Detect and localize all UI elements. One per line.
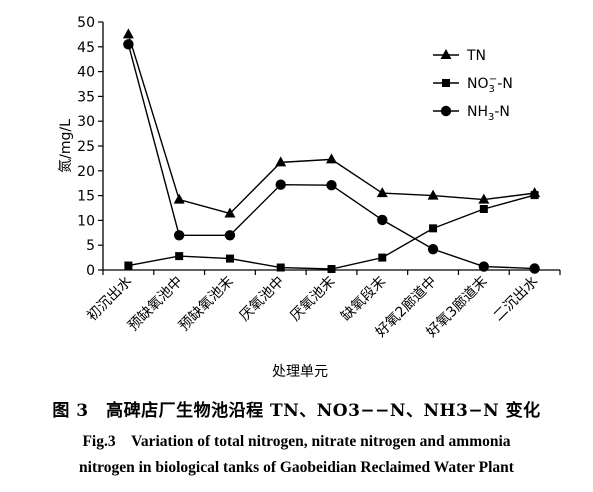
y-tick-label: 35: [77, 89, 95, 105]
y-tick-label: 40: [77, 65, 95, 81]
circle-marker: [326, 179, 337, 191]
y-tick-label: 10: [77, 213, 95, 229]
y-tick-label: 45: [77, 40, 95, 56]
triangle-marker: [440, 49, 452, 59]
y-tick-label: 50: [77, 15, 95, 31]
legend-label: NH3-N: [467, 104, 510, 123]
circle-marker: [427, 243, 439, 255]
square-marker: [429, 224, 438, 233]
chart-axes: [102, 22, 560, 271]
circle-marker: [377, 214, 388, 226]
circle-marker: [529, 263, 540, 274]
legend-label: TN: [466, 48, 486, 64]
y-tick-label: 0: [86, 263, 95, 279]
y-axis-ticks: 0 5 10 15 20 25 30 35 40 45 50: [77, 15, 103, 279]
triangle-marker: [224, 207, 236, 218]
square-marker: [442, 79, 450, 87]
square-marker: [378, 253, 387, 262]
series-line: [128, 194, 535, 270]
circle-marker: [440, 105, 452, 117]
square-marker: [327, 265, 336, 274]
figure-caption-chinese: 图 3 高碑店厂生物池沿程 TN、NO3−−N、NH3−N 变化: [52, 401, 541, 421]
x-tick-label: 预缺氧池末: [176, 274, 237, 335]
square-marker: [479, 204, 488, 213]
line-chart: 0 5 10 15 20 25 30 35 40 45 50 初沉出水预缺氧池中预缺氧池末 厌氧池中厌…: [58, 15, 561, 380]
square-marker: [225, 254, 234, 263]
square-marker: [530, 191, 539, 200]
series-3: [123, 39, 540, 274]
x-axis-label: 处理单元: [272, 364, 328, 380]
triangle-marker: [275, 156, 287, 167]
y-tick-label: 20: [77, 164, 95, 180]
circle-marker: [275, 179, 286, 190]
square-marker: [124, 261, 133, 270]
circle-marker: [224, 230, 236, 241]
chart-legend: TN NO3−-N NH3-N: [433, 48, 513, 123]
x-tick-label: 缺氧段末: [338, 274, 389, 325]
triangle-marker: [173, 193, 185, 204]
x-tick-label: 厌氧池中: [237, 274, 288, 325]
figure-caption-english-line1: Fig.3 Variation of total nitrogen, nitra…: [82, 433, 511, 450]
square-marker: [276, 263, 285, 272]
y-tick-label: 5: [86, 238, 95, 254]
chart-series: [122, 28, 541, 274]
x-tick-label: 厌氧池末: [287, 274, 338, 325]
triangle-marker: [326, 153, 337, 164]
circle-marker: [173, 230, 185, 241]
y-tick-label: 15: [77, 189, 95, 205]
triangle-marker: [478, 193, 490, 204]
y-tick-label: 30: [77, 114, 95, 130]
square-marker: [175, 252, 184, 261]
triangle-marker: [122, 28, 134, 39]
x-tick-label: 初沉出水: [84, 273, 136, 325]
circle-marker: [478, 261, 490, 272]
y-axis-label: 氮/mg/L: [58, 119, 74, 173]
figure-caption-english-line2: nitrogen in biological tanks of Gaobeidi…: [79, 459, 514, 476]
x-tick-label: 二沉出水: [491, 274, 542, 325]
triangle-marker: [427, 189, 439, 200]
legend-label: NO3−-N: [467, 74, 513, 95]
circle-marker: [123, 39, 134, 50]
triangle-marker: [376, 187, 388, 198]
y-tick-label: 25: [77, 139, 95, 155]
series-2: [124, 191, 539, 274]
